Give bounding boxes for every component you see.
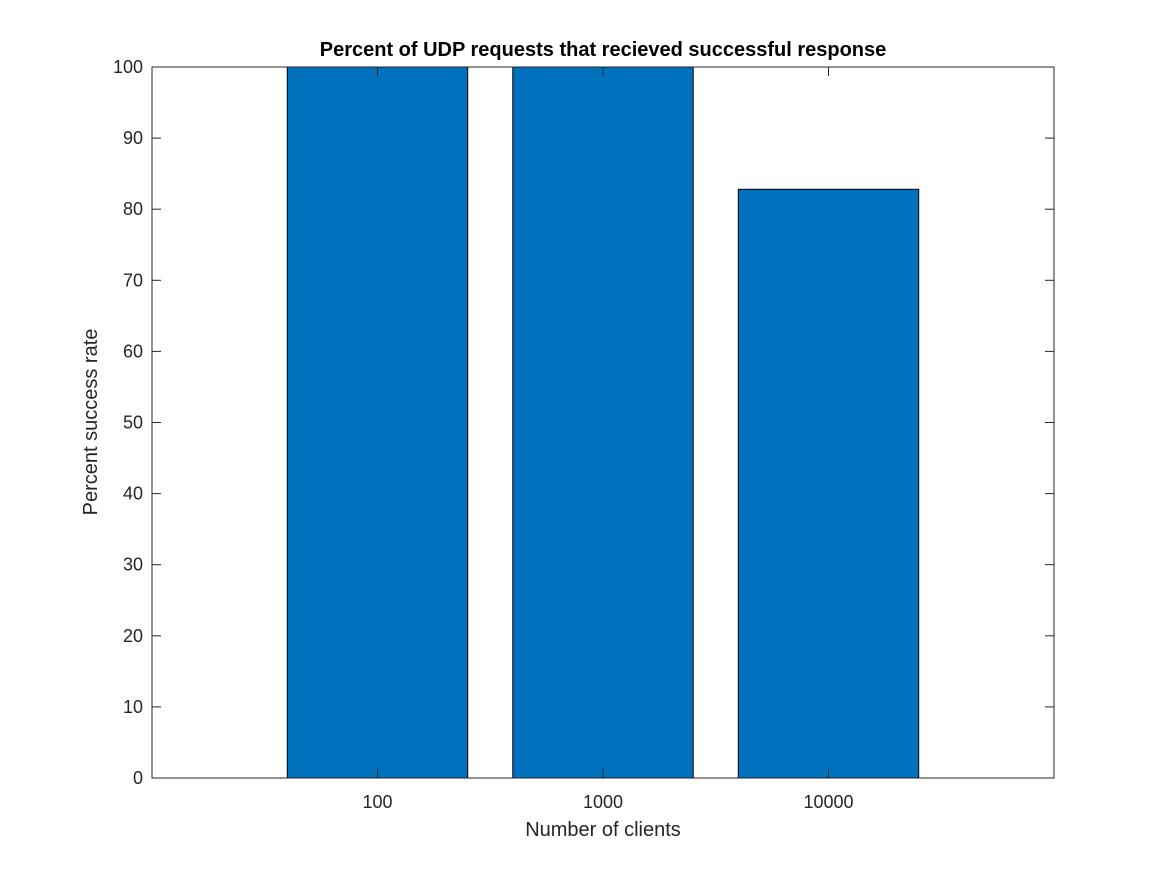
y-tick-label-40: 40 <box>123 484 143 504</box>
x-tick-label-100: 100 <box>362 792 392 812</box>
bar-100 <box>286 66 469 779</box>
y-tick-label-60: 60 <box>123 341 143 361</box>
y-tick-label-30: 30 <box>123 555 143 575</box>
bar-10000 <box>737 188 920 779</box>
y-tick-label-70: 70 <box>123 270 143 290</box>
y-axis: 0 10 20 30 40 50 60 70 80 90 100 <box>113 57 1054 788</box>
y-tick-label-20: 20 <box>123 626 143 646</box>
y-tick-label-80: 80 <box>123 199 143 219</box>
x-tick-label-1000: 1000 <box>583 792 623 812</box>
y-tick-label-0: 0 <box>133 768 143 788</box>
x-tick-label-10000: 10000 <box>803 792 853 812</box>
y-tick-label-10: 10 <box>123 697 143 717</box>
y-axis-label: Percent success rate <box>80 329 102 516</box>
chart-title: Percent of UDP requests that recieved su… <box>320 39 887 61</box>
y-tick-label-100: 100 <box>113 57 143 77</box>
bar-1000 <box>512 66 694 779</box>
y-tick-label-50: 50 <box>123 413 143 433</box>
x-axis-label: Number of clients <box>525 819 681 841</box>
x-axis: 100 1000 10000 <box>362 67 854 812</box>
bars-group <box>286 66 920 779</box>
y-tick-label-90: 90 <box>123 128 143 148</box>
